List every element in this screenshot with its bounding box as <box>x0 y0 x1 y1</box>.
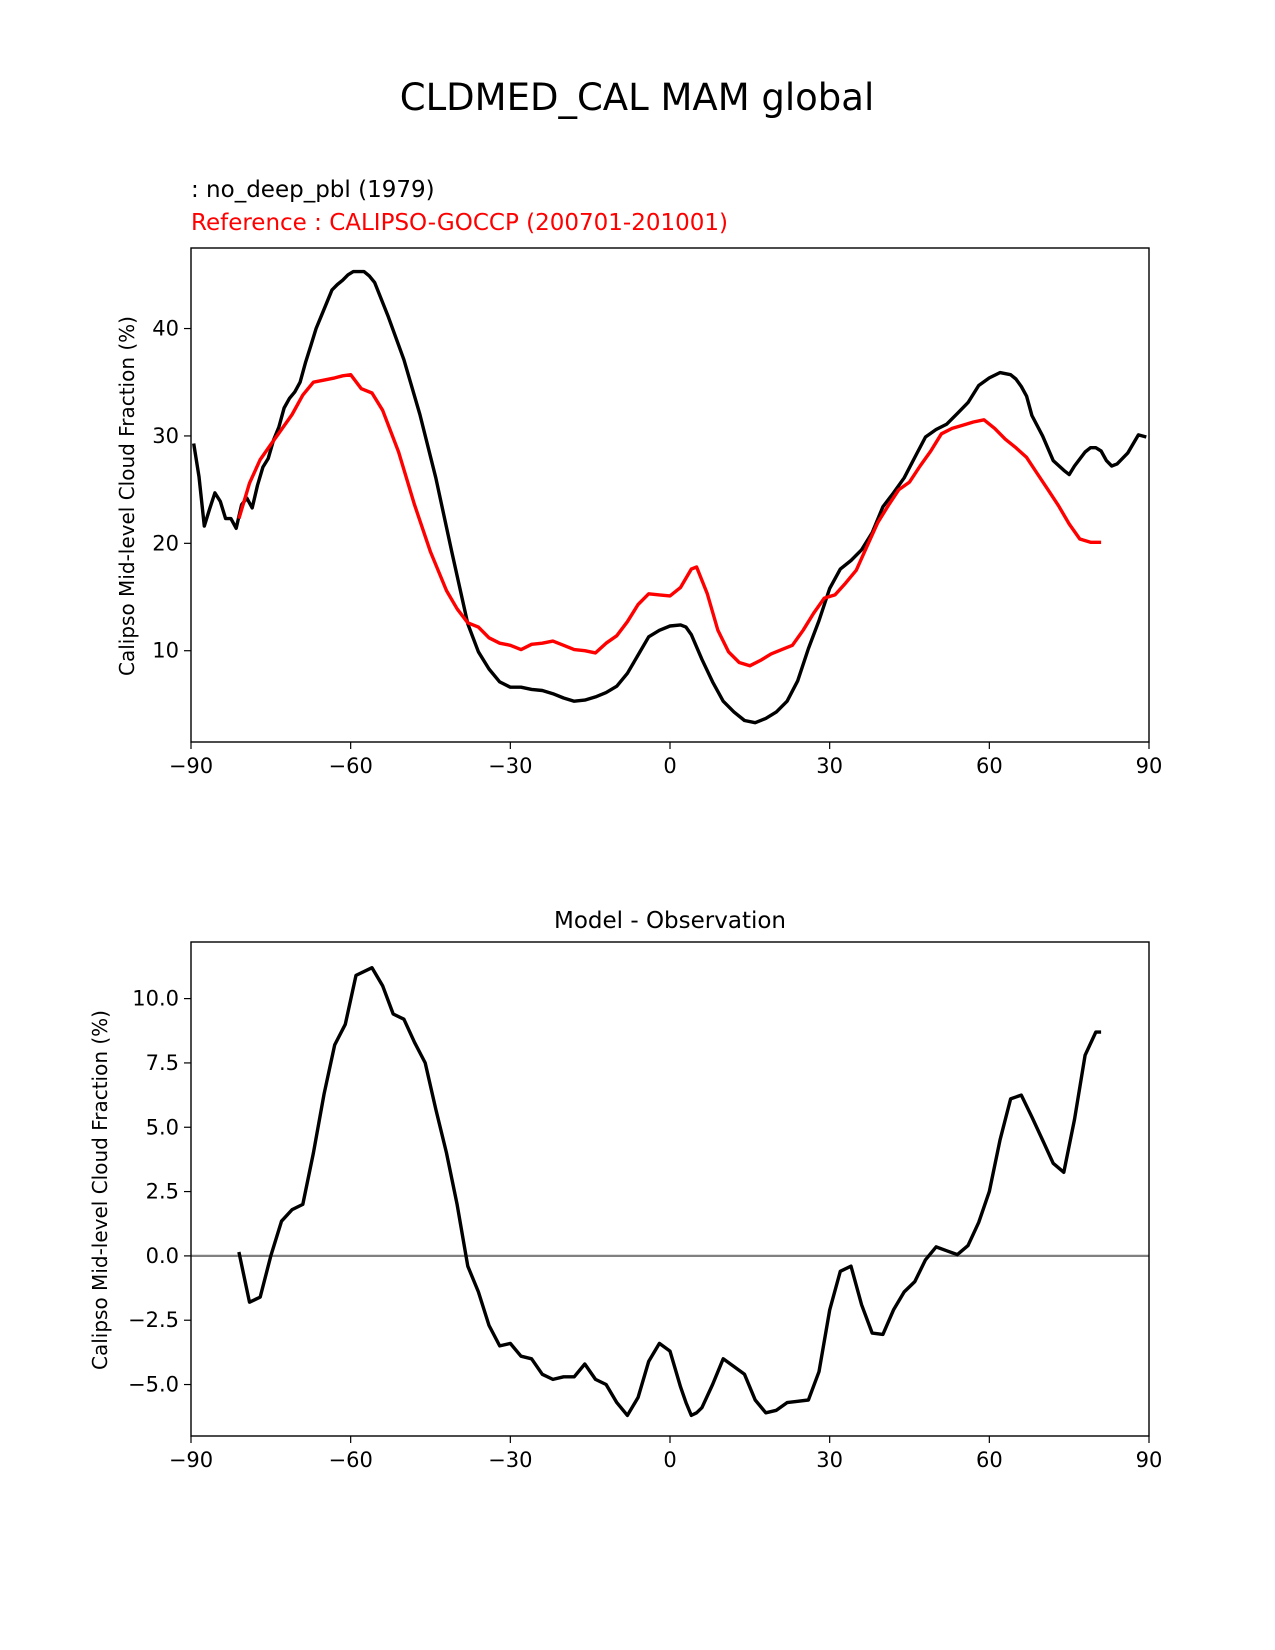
bottom-y-tick-label: 7.5 <box>146 1051 179 1075</box>
bottom-y-tick-label: −2.5 <box>128 1308 179 1332</box>
reference-series-line <box>237 373 1102 668</box>
bottom-y-tick-label: 5.0 <box>146 1115 179 1139</box>
top-x-tick-label: 30 <box>816 754 843 778</box>
bottom-x-tick-label: 0 <box>663 1448 676 1472</box>
bottom-x-tick-label: −30 <box>488 1448 532 1472</box>
model-label: : no_deep_pbl (1979) <box>191 177 435 203</box>
top-x-tick-label: 0 <box>663 754 676 778</box>
bottom-x-tick-label: 30 <box>816 1448 843 1472</box>
bottom-axis-ticks: −90 −60 −30 0 30 60 90 −5.0 −2.5 0.0 2.5 5.0 7.5 10.0 <box>128 987 1162 1472</box>
top-x-tick-label: −90 <box>169 754 213 778</box>
top-y-axis-label: Calipso Mid-level Cloud Fraction (%) <box>115 316 139 676</box>
top-y-tick-label: 20 <box>152 531 179 555</box>
bottom-x-tick-label: −60 <box>329 1448 373 1472</box>
bottom-plot-frame <box>190 941 1150 1437</box>
top-x-tick-label: 90 <box>1136 754 1163 778</box>
model-series-line <box>192 269 1147 725</box>
top-axis-ticks: −90 −60 −30 0 30 60 90 10 20 30 40 <box>152 317 1162 778</box>
bottom-x-tick-label: 90 <box>1136 1448 1163 1472</box>
top-y-tick-label: 40 <box>152 317 179 341</box>
top-x-tick-label: 60 <box>976 754 1003 778</box>
bottom-panel: Model - Observation Calipso Mid-level Cl… <box>88 908 1162 1472</box>
bottom-y-tick-label: 10.0 <box>132 987 179 1011</box>
difference-series-line <box>237 966 1102 1418</box>
bottom-x-tick-label: 60 <box>976 1448 1003 1472</box>
bottom-panel-title: Model - Observation <box>554 908 786 934</box>
top-panel: : no_deep_pbl (1979) Reference : CALIPSO… <box>115 177 1162 778</box>
bottom-plot-lines <box>191 966 1149 1418</box>
top-y-tick-label: 10 <box>152 639 179 663</box>
bottom-y-tick-label: 0.0 <box>146 1244 179 1268</box>
bottom-x-tick-label: −90 <box>169 1448 213 1472</box>
bottom-y-axis-label: Calipso Mid-level Cloud Fraction (%) <box>88 1010 112 1370</box>
bottom-y-tick-label: −5.0 <box>128 1373 179 1397</box>
bottom-y-tick-label: 2.5 <box>146 1180 179 1204</box>
top-x-tick-label: −30 <box>488 754 532 778</box>
reference-label: Reference : CALIPSO-GOCCP (200701-201001… <box>191 210 728 236</box>
figure-title: CLDMED_CAL MAM global <box>400 76 875 119</box>
top-plot-frame <box>190 247 1150 743</box>
top-y-tick-label: 30 <box>152 424 179 448</box>
top-x-tick-label: −60 <box>329 754 373 778</box>
top-plot-lines <box>192 269 1147 725</box>
